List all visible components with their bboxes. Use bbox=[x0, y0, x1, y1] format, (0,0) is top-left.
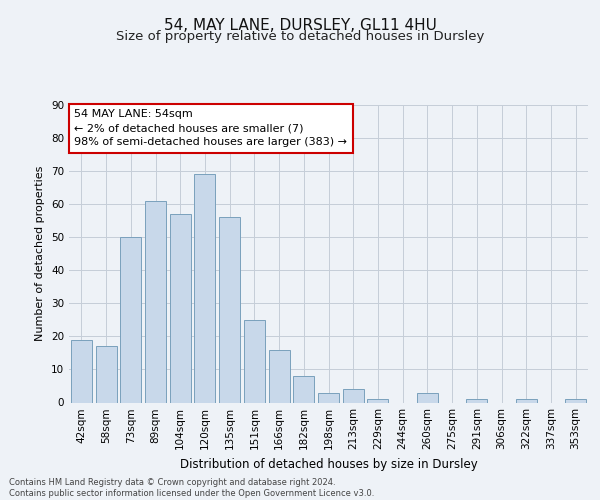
Bar bbox=[293, 376, 314, 402]
Bar bbox=[244, 320, 265, 402]
Bar bbox=[71, 340, 92, 402]
Bar bbox=[516, 399, 537, 402]
Bar bbox=[318, 392, 339, 402]
Bar bbox=[170, 214, 191, 402]
Y-axis label: Number of detached properties: Number of detached properties bbox=[35, 166, 46, 342]
Text: Size of property relative to detached houses in Dursley: Size of property relative to detached ho… bbox=[116, 30, 484, 43]
Text: Contains HM Land Registry data © Crown copyright and database right 2024.
Contai: Contains HM Land Registry data © Crown c… bbox=[9, 478, 374, 498]
Bar bbox=[343, 390, 364, 402]
Bar bbox=[417, 392, 438, 402]
Bar bbox=[120, 237, 141, 402]
Bar bbox=[466, 399, 487, 402]
X-axis label: Distribution of detached houses by size in Dursley: Distribution of detached houses by size … bbox=[179, 458, 478, 471]
Bar bbox=[194, 174, 215, 402]
Text: 54 MAY LANE: 54sqm
← 2% of detached houses are smaller (7)
98% of semi-detached : 54 MAY LANE: 54sqm ← 2% of detached hous… bbox=[74, 110, 347, 148]
Bar bbox=[145, 201, 166, 402]
Bar bbox=[95, 346, 116, 403]
Bar bbox=[269, 350, 290, 403]
Bar bbox=[219, 218, 240, 402]
Bar bbox=[367, 399, 388, 402]
Bar bbox=[565, 399, 586, 402]
Text: 54, MAY LANE, DURSLEY, GL11 4HU: 54, MAY LANE, DURSLEY, GL11 4HU bbox=[164, 18, 436, 32]
